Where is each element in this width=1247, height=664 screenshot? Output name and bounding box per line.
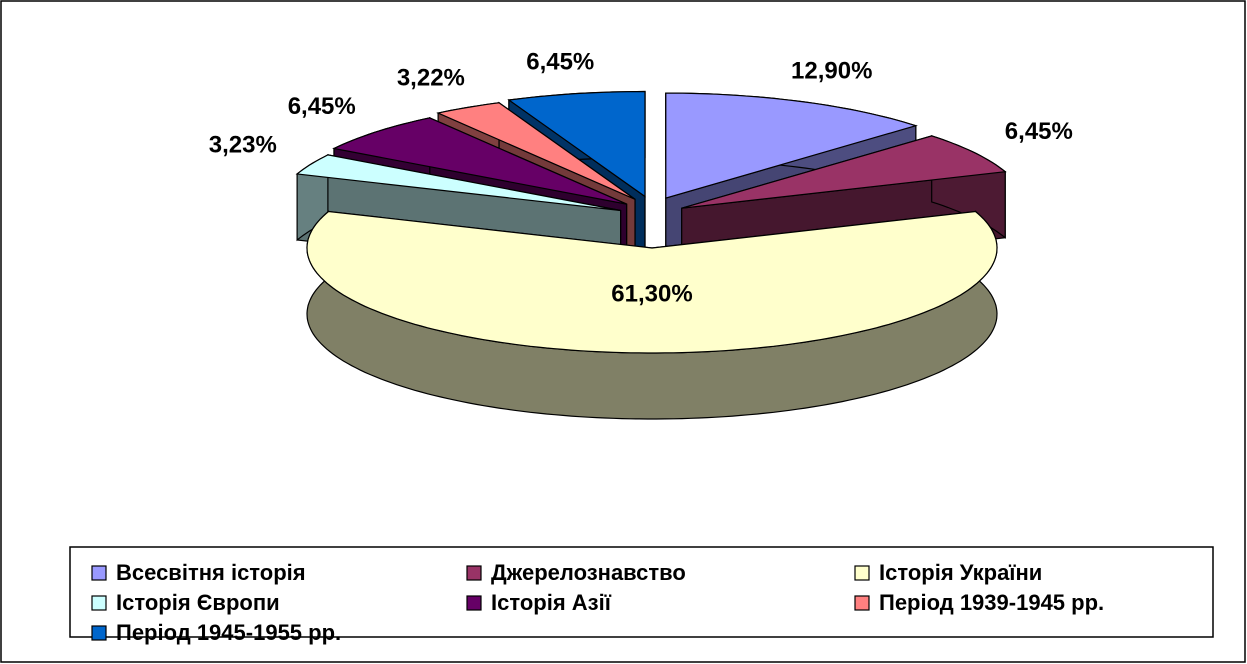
pie-slice [306,210,998,420]
legend-swatch [91,625,107,641]
legend-label: Період 1945-1955 рр. [116,620,341,645]
legend-label: Історія Азії [491,590,612,615]
slice-top [332,117,627,205]
data-label: 6,45% [288,93,356,120]
legend-box [69,546,1214,638]
data-label: 61,30% [611,281,692,308]
legend-label: Історія України [879,560,1042,585]
data-label: 6,45% [1005,118,1073,145]
legend-swatch [466,595,482,611]
data-label: 3,22% [397,65,465,92]
slice-top [665,92,918,199]
legend-swatch [466,565,482,581]
legend-swatch [854,565,870,581]
legend-swatch [854,595,870,611]
slice-top [681,135,1007,209]
slice-top [507,90,646,198]
slice-top [306,210,998,354]
legend-label: Джерелознавство [491,560,686,585]
legend-label: Період 1939-1945 рр. [879,590,1104,615]
legend-swatch [91,595,107,611]
data-label: 6,45% [526,48,594,75]
slice-top [295,154,621,212]
slice-top [436,102,636,200]
data-label: 3,23% [209,131,277,158]
legend-label: Історія Європи [116,590,280,615]
legend-swatch [91,565,107,581]
data-label: 12,90% [791,58,872,85]
legend-label: Всесвітня історія [116,560,306,585]
